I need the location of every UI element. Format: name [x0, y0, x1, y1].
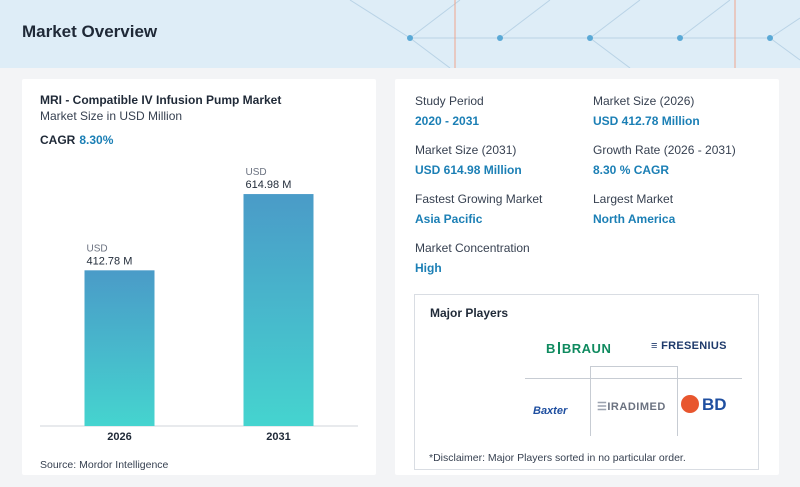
divider — [590, 366, 678, 367]
bar-2026 — [84, 270, 155, 426]
stat-value: 8.30 % CAGR — [593, 163, 670, 177]
stat-concentration: Market Concentration High — [415, 241, 530, 275]
network-pattern-decoration — [349, 0, 800, 68]
players-disclaimer: *Disclaimer: Major Players sorted in no … — [429, 452, 686, 464]
x-tick-label: 2026 — [107, 431, 131, 443]
cagr-value: 8.30% — [79, 133, 114, 147]
bar-unit-label: USD — [87, 243, 108, 254]
chart-title: MRI - Compatible IV Infusion Pump Market — [40, 93, 282, 107]
stat-market-size-2026: Market Size (2026) USD 412.78 Million — [593, 94, 700, 128]
stat-label: Market Size (2026) — [593, 94, 695, 108]
stat-label: Market Concentration — [415, 241, 530, 255]
stat-value: Asia Pacific — [415, 212, 483, 226]
divider — [525, 378, 742, 379]
iradimed-logo: ☰IRADIMED — [597, 401, 666, 413]
bar-value-label: 614.98 M — [246, 179, 292, 191]
bar-2031 — [243, 194, 314, 426]
stat-market-size-2031: Market Size (2031) USD 614.98 Million — [415, 143, 522, 177]
stat-value: USD 614.98 Million — [415, 163, 522, 177]
stat-label: Fastest Growing Market — [415, 192, 543, 206]
bd-mark-icon — [681, 395, 699, 413]
stat-study-period: Study Period 2020 - 2031 — [415, 94, 484, 128]
fresenius-logo: ≡ FRESENIUS — [651, 340, 727, 352]
x-tick-label: 2031 — [266, 431, 290, 443]
cagr-label: CAGR — [40, 133, 76, 147]
stat-growth-rate: Growth Rate (2026 - 2031) 8.30 % CAGR — [593, 143, 736, 177]
page-title: Market Overview — [22, 22, 158, 41]
braun-logo: B BRAUN — [546, 341, 612, 356]
source-note: Source: Mordor Intelligence — [40, 459, 169, 471]
stat-value: 2020 - 2031 — [415, 114, 480, 128]
stat-fastest-growing: Fastest Growing Market Asia Pacific — [415, 192, 542, 226]
chart-subtitle: Market Size in USD Million — [40, 109, 183, 123]
divider — [590, 366, 591, 436]
stat-label: Market Size (2031) — [415, 143, 517, 157]
stat-value: North America — [593, 212, 676, 226]
bar-unit-label: USD — [246, 167, 267, 178]
cagr-row: CAGR 8.30% — [40, 133, 113, 147]
stat-value: High — [415, 261, 442, 275]
stat-label: Largest Market — [593, 192, 674, 206]
stat-label: Study Period — [415, 94, 484, 108]
stat-value: USD 412.78 Million — [593, 114, 700, 128]
bd-logo: BD — [681, 395, 727, 415]
divider — [677, 366, 678, 436]
header-banner: Market Overview — [0, 0, 800, 68]
baxter-logo: Baxter — [533, 405, 568, 417]
stats-card: Study Period 2020 - 2031 Market Size (20… — [395, 79, 779, 475]
chart-card: MRI - Compatible IV Infusion Pump Market… — [22, 79, 376, 475]
bar-value-label: 412.78 M — [87, 255, 133, 267]
stat-label: Growth Rate (2026 - 2031) — [593, 143, 736, 157]
major-players-box: Major Players B BRAUN ≡ FRESENIUS Baxter … — [414, 294, 759, 470]
stat-largest-market: Largest Market North America — [593, 192, 675, 226]
major-players-title: Major Players — [430, 306, 509, 320]
